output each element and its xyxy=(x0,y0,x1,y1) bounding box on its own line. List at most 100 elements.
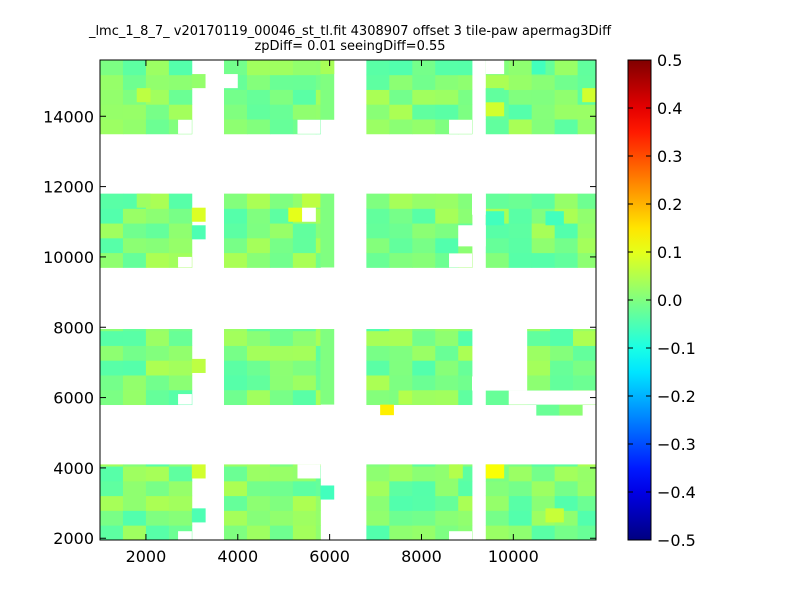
heatmap-cell xyxy=(315,104,321,120)
heatmap-cell xyxy=(554,119,579,135)
heatmap-cell xyxy=(145,237,170,254)
heatmap-cell xyxy=(458,74,473,90)
heatmap-cell xyxy=(122,223,147,239)
heatmap-cell xyxy=(435,208,459,224)
heatmap-cell xyxy=(191,508,206,523)
heatmap-cell xyxy=(315,495,321,511)
heatmap-cell xyxy=(224,466,248,482)
heatmap-cell xyxy=(554,89,579,105)
heatmap-cell xyxy=(100,389,124,406)
heatmap-cell xyxy=(366,330,390,346)
y-tick-label: 4000 xyxy=(53,459,94,478)
heatmap-cell xyxy=(508,89,533,105)
heatmap-cell xyxy=(366,119,390,135)
heatmap-cell xyxy=(145,330,170,346)
heatmap-cell xyxy=(508,119,533,135)
heatmap-cell xyxy=(366,252,390,268)
heatmap-cell xyxy=(366,466,390,482)
y-tick-label: 14000 xyxy=(43,107,94,126)
heatmap-empty-cell xyxy=(178,119,192,134)
heatmap-cell xyxy=(366,223,390,239)
heatmap-cell xyxy=(224,237,248,254)
heatmap-cell xyxy=(550,360,574,376)
heatmap-cell xyxy=(122,525,147,540)
heatmap-cell xyxy=(100,329,124,332)
heatmap-cell xyxy=(269,119,294,135)
heatmap-cell xyxy=(315,223,321,239)
heatmap-cell xyxy=(145,208,170,224)
heatmap-cell xyxy=(435,345,459,361)
heatmap-cell xyxy=(191,207,206,222)
heatmap-cell xyxy=(554,464,579,467)
heatmap-cell xyxy=(536,404,560,416)
heatmap-cell xyxy=(122,252,147,268)
heatmap-cell xyxy=(366,104,390,120)
heatmap-cell xyxy=(100,466,124,482)
heatmap-cell xyxy=(246,74,271,90)
heatmap-cell xyxy=(122,375,147,391)
heatmap-cell xyxy=(269,525,294,540)
heatmap-cell xyxy=(122,104,147,120)
heatmap-cell xyxy=(100,464,124,467)
colorbar-tick-label: 0.1 xyxy=(657,243,682,262)
heatmap-cell xyxy=(412,252,436,268)
heatmap-cell xyxy=(527,330,551,346)
heatmap-cell xyxy=(389,495,413,511)
heatmap-cell xyxy=(412,389,436,406)
heatmap-cell xyxy=(100,74,124,90)
heatmap-cell xyxy=(269,345,294,361)
heatmap-cell xyxy=(554,480,579,497)
heatmap-cell xyxy=(292,330,317,346)
x-tick-label: 8000 xyxy=(401,547,442,566)
heatmap-cell xyxy=(559,404,583,416)
heatmap-cell xyxy=(145,60,170,76)
heatmap-cell xyxy=(145,345,170,361)
heatmap-cell xyxy=(145,74,170,90)
heatmap-cell xyxy=(389,237,413,254)
heatmap-cell xyxy=(224,329,248,332)
x-tick-label: 4000 xyxy=(217,547,258,566)
heatmap-cell xyxy=(224,375,248,391)
heatmap-cell xyxy=(389,375,413,391)
heatmap-empty-cell xyxy=(472,225,486,247)
heatmap-cell xyxy=(412,193,436,209)
heatmap-cell xyxy=(122,464,147,467)
heatmap-cell xyxy=(224,495,248,511)
heatmap-cell xyxy=(527,360,551,376)
heatmap-cell xyxy=(315,525,321,540)
colorbar-ticks: −0.5 −0.4 −0.3 −0.2 −0.1 0.0 0.1 0.2 0.3 0.4 0.5 xyxy=(628,51,696,550)
heatmap-cell xyxy=(389,208,413,224)
heatmap-cell xyxy=(191,225,206,240)
heatmap-cell xyxy=(224,464,248,467)
heatmap-cell xyxy=(550,375,574,391)
heatmap-cell xyxy=(224,510,248,526)
heatmap-cell xyxy=(389,104,413,120)
heatmap-empty-cell xyxy=(205,74,224,89)
heatmap-cell xyxy=(246,89,271,105)
heatmap-cell xyxy=(246,208,271,224)
heatmap-cell xyxy=(269,466,294,482)
heatmap-cell xyxy=(412,329,436,332)
heatmap-cell xyxy=(508,464,533,467)
heatmap-cell xyxy=(246,525,271,540)
heatmap-cell xyxy=(531,89,556,105)
heatmap-cell xyxy=(315,60,321,76)
heatmap-empty-cell xyxy=(485,60,505,75)
heatmap-cell xyxy=(435,389,459,406)
heatmap-cell xyxy=(389,89,413,105)
heatmap-cell xyxy=(315,329,321,332)
heatmap-cell xyxy=(224,119,248,135)
heatmap-highlight-cell xyxy=(288,207,303,222)
heatmap-cell xyxy=(100,104,124,120)
heatmap-cell xyxy=(122,208,147,224)
y-tick-label: 10000 xyxy=(43,248,94,267)
y-tick-label: 8000 xyxy=(53,318,94,337)
heatmap-cell xyxy=(145,466,170,482)
heatmap-cell xyxy=(485,223,510,239)
heatmap-highlight-cell xyxy=(398,390,413,405)
heatmap-cell xyxy=(412,464,436,467)
heatmap-cell xyxy=(389,193,413,209)
heatmap-cell xyxy=(315,89,321,105)
heatmap-cell xyxy=(531,119,556,135)
heatmap-cell xyxy=(458,464,473,467)
